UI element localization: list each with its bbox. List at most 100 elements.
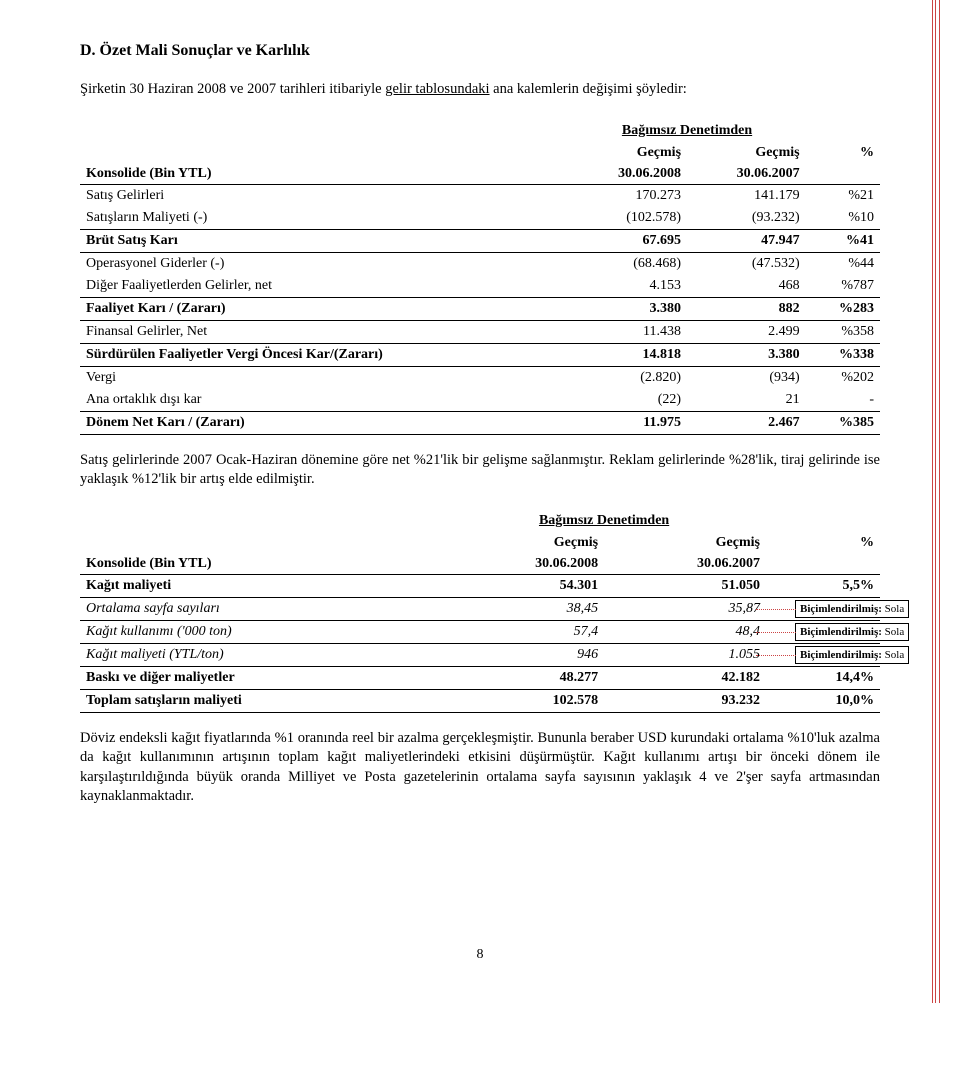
col-header: 30.06.2008	[442, 553, 604, 575]
row-label: Brüt Satış Karı	[80, 230, 568, 253]
col-header: 30.06.2007	[687, 163, 806, 185]
row-label: Diğer Faaliyetlerden Gelirler, net	[80, 275, 568, 298]
table-header-row-2: Konsolide (Bin YTL) 30.06.2008 30.06.200…	[80, 553, 880, 575]
row-label: Kağıt maliyeti (YTL/ton)	[80, 644, 442, 667]
format-comment: Biçimlendirilmiş: Sola	[795, 600, 909, 618]
cell: 38,45	[442, 598, 604, 621]
format-comment: Biçimlendirilmiş: Sola	[795, 646, 909, 664]
comment-label-bold: Biçimlendirilmiş:	[800, 649, 882, 661]
comment-label-rest: Sola	[882, 603, 904, 615]
table-row: Satış Gelirleri170.273141.179%21	[80, 185, 880, 207]
bottom-paragraph: Döviz endeksli kağıt fiyatlarında %1 ora…	[80, 729, 880, 807]
table-audit-row: Bağımsız Denetimden	[80, 120, 880, 142]
cell: 48,4	[604, 621, 766, 644]
row-label: Sürdürülen Faaliyetler Vergi Öncesi Kar/…	[80, 344, 568, 367]
table-row: Brüt Satış Karı67.69547.947%41	[80, 230, 880, 253]
cost-table: Bağımsız Denetimden Geçmiş Geçmiş % Kons…	[80, 510, 880, 713]
cell: 11.975	[568, 412, 687, 435]
row-label: Operasyonel Giderler (-)	[80, 253, 568, 275]
cell: 21	[687, 389, 806, 412]
table-row: Satışların Maliyeti (-)(102.578)(93.232)…	[80, 207, 880, 230]
table-row: Ana ortaklık dışı kar(22)21-	[80, 389, 880, 412]
col-header: Geçmiş	[604, 532, 766, 553]
cell: (47.532)	[687, 253, 806, 275]
cell: 35,87	[604, 598, 766, 621]
col-header: Geçmiş	[442, 532, 604, 553]
table-row: Diğer Faaliyetlerden Gelirler, net4.1534…	[80, 275, 880, 298]
cell: 57,4	[442, 621, 604, 644]
table-header-row-1: Geçmiş Geçmiş %	[80, 532, 880, 553]
cell: 42.182	[604, 667, 766, 690]
col-header: 30.06.2008	[568, 163, 687, 185]
cell: %338	[806, 344, 880, 367]
cell: 14.818	[568, 344, 687, 367]
col-header: Konsolide (Bin YTL)	[80, 163, 568, 185]
row-label: Satışların Maliyeti (-)	[80, 207, 568, 230]
intro-paragraph: Şirketin 30 Haziran 2008 ve 2007 tarihle…	[80, 80, 880, 100]
cell: 2.499	[687, 321, 806, 344]
comment-label-bold: Biçimlendirilmiş:	[800, 603, 882, 615]
table-row: Baskı ve diğer maliyetler48.27742.18214,…	[80, 667, 880, 690]
cell: 67.695	[568, 230, 687, 253]
row-label: Dönem Net Karı / (Zararı)	[80, 412, 568, 435]
page-right-border	[932, 0, 940, 1003]
mid-paragraph: Satış gelirlerinde 2007 Ocak-Haziran dön…	[80, 451, 880, 490]
table-header-row-1: Geçmiş Geçmiş %	[80, 142, 880, 163]
cell: 47.947	[687, 230, 806, 253]
audit-heading: Bağımsız Denetimden	[568, 120, 805, 142]
cell: (2.820)	[568, 367, 687, 389]
cell: 170.273	[568, 185, 687, 207]
cell: 5,5%	[766, 575, 880, 598]
row-label: Vergi	[80, 367, 568, 389]
cell: 3.380	[687, 344, 806, 367]
cell: %385	[806, 412, 880, 435]
table-row: Operasyonel Giderler (-)(68.468)(47.532)…	[80, 253, 880, 275]
cell: %21	[806, 185, 880, 207]
table-row: Vergi(2.820)(934)%202	[80, 367, 880, 389]
cell: (93.232)	[687, 207, 806, 230]
col-header: Geçmiş	[687, 142, 806, 163]
row-label: Finansal Gelirler, Net	[80, 321, 568, 344]
cell: 1.055	[604, 644, 766, 667]
cell: %358	[806, 321, 880, 344]
section-heading: D. Özet Mali Sonuçlar ve Karlılık	[80, 42, 880, 60]
format-comment: Biçimlendirilmiş: Sola	[795, 623, 909, 641]
intro-underlined: gelir tablosundaki	[385, 81, 489, 97]
row-label: Baskı ve diğer maliyetler	[80, 667, 442, 690]
table-row: Sürdürülen Faaliyetler Vergi Öncesi Kar/…	[80, 344, 880, 367]
row-label: Kağıt maliyeti	[80, 575, 442, 598]
cell: 3.380	[568, 298, 687, 321]
cell: 93.232	[604, 690, 766, 713]
comment-label-rest: Sola	[882, 649, 904, 661]
cell: 14,4%	[766, 667, 880, 690]
row-label: Faaliyet Karı / (Zararı)	[80, 298, 568, 321]
col-header: Konsolide (Bin YTL)	[80, 553, 442, 575]
col-header: %	[806, 142, 880, 163]
income-statement-table: Bağımsız Denetimden Geçmiş Geçmiş % Kons…	[80, 120, 880, 435]
table-row: Kağıt maliyeti54.30151.0505,5%	[80, 575, 880, 598]
intro-text-post: ana kalemlerin değişimi şöyledir:	[490, 81, 687, 97]
col-header: %	[766, 532, 880, 553]
cell: 11.438	[568, 321, 687, 344]
cell: %202	[806, 367, 880, 389]
cell: 4.153	[568, 275, 687, 298]
cell: (68.468)	[568, 253, 687, 275]
cost-table-wrapper: Bağımsız Denetimden Geçmiş Geçmiş % Kons…	[80, 510, 880, 713]
cell: %44	[806, 253, 880, 275]
cell: (22)	[568, 389, 687, 412]
cell: 51.050	[604, 575, 766, 598]
row-label: Toplam satışların maliyeti	[80, 690, 442, 713]
table-row: Finansal Gelirler, Net11.4382.499%358	[80, 321, 880, 344]
cell: 468	[687, 275, 806, 298]
col-header: Geçmiş	[568, 142, 687, 163]
page: D. Özet Mali Sonuçlar ve Karlılık Şirket…	[0, 0, 960, 1003]
cell: 54.301	[442, 575, 604, 598]
cell: 48.277	[442, 667, 604, 690]
row-label: Kağıt kullanımı ('000 ton)	[80, 621, 442, 644]
cell: -	[806, 389, 880, 412]
cell: 102.578	[442, 690, 604, 713]
cell: %10	[806, 207, 880, 230]
table-row: Toplam satışların maliyeti102.57893.2321…	[80, 690, 880, 713]
table-audit-row: Bağımsız Denetimden	[80, 510, 880, 532]
cell: %283	[806, 298, 880, 321]
